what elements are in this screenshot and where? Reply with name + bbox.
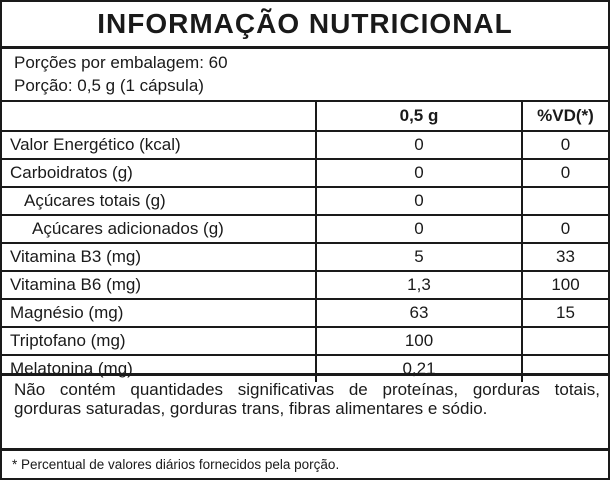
nutrition-table: 0,5 g %VD(*) Valor Energético (kcal) 0 0… bbox=[2, 102, 608, 382]
portion-divider bbox=[2, 100, 608, 102]
nutrient-name: Vitamina B6 (mg) bbox=[2, 270, 316, 299]
not-significant-note: Não contém quantidades significativas de… bbox=[14, 380, 600, 418]
nutrient-amount: 0,21 bbox=[315, 354, 522, 382]
footnote-divider bbox=[2, 448, 608, 451]
nutrient-daily-value bbox=[521, 354, 608, 382]
serving-size: Porção: 0,5 g (1 cápsula) bbox=[14, 76, 204, 95]
nutrient-amount: 0 bbox=[315, 186, 522, 215]
nutrient-daily-value: 0 bbox=[521, 214, 608, 243]
servings-per-package: Porções por embalagem: 60 bbox=[14, 53, 228, 72]
nutrient-amount: 63 bbox=[315, 298, 522, 327]
nutrient-name: Vitamina B3 (mg) bbox=[2, 242, 316, 271]
nutrient-name: Açúcares totais (g) bbox=[2, 186, 316, 215]
nutrient-name: Valor Energético (kcal) bbox=[2, 130, 316, 159]
table-row: Magnésio (mg) 63 15 bbox=[2, 298, 608, 327]
nutrient-amount: 0 bbox=[315, 130, 522, 159]
panel-title: INFORMAÇÃO NUTRICIONAL bbox=[97, 8, 513, 39]
nutrient-daily-value: 33 bbox=[521, 242, 608, 271]
table-row: Açúcares adicionados (g) 0 0 bbox=[2, 214, 608, 243]
nutrient-amount: 0 bbox=[315, 158, 522, 187]
table-row: Triptofano (mg) 100 bbox=[2, 326, 608, 355]
nutrient-name: Açúcares adicionados (g) bbox=[2, 214, 316, 243]
nutrient-amount: 100 bbox=[315, 326, 522, 355]
table-row: Melatonina (mg) 0,21 bbox=[2, 354, 608, 382]
nutrient-daily-value bbox=[521, 326, 608, 355]
header-amount: 0,5 g bbox=[315, 102, 522, 131]
header-daily-value: %VD(*) bbox=[521, 102, 608, 131]
table-row: Vitamina B3 (mg) 5 33 bbox=[2, 242, 608, 271]
nutrient-amount: 1,3 bbox=[315, 270, 522, 299]
nutrient-amount: 0 bbox=[315, 214, 522, 243]
nutrient-name: Triptofano (mg) bbox=[2, 326, 316, 355]
table-bottom-divider bbox=[2, 373, 608, 376]
table-row: Açúcares totais (g) 0 bbox=[2, 186, 608, 215]
table-row: Valor Energético (kcal) 0 0 bbox=[2, 130, 608, 159]
nutrient-daily-value bbox=[521, 186, 608, 215]
nutrient-daily-value: 0 bbox=[521, 158, 608, 187]
nutrient-daily-value: 15 bbox=[521, 298, 608, 327]
nutrient-name: Magnésio (mg) bbox=[2, 298, 316, 327]
nutrient-amount: 5 bbox=[315, 242, 522, 271]
table-row: Carboidratos (g) 0 0 bbox=[2, 158, 608, 187]
table-header-row: 0,5 g %VD(*) bbox=[2, 102, 608, 131]
nutrient-daily-value: 0 bbox=[521, 130, 608, 159]
nutrient-name: Melatonina (mg) bbox=[2, 354, 316, 382]
nutrient-daily-value: 100 bbox=[521, 270, 608, 299]
table-row: Vitamina B6 (mg) 1,3 100 bbox=[2, 270, 608, 299]
footnote: * Percentual de valores diários fornecid… bbox=[12, 457, 340, 472]
title-divider bbox=[2, 46, 608, 49]
nutrient-name: Carboidratos (g) bbox=[2, 158, 316, 187]
header-nutrient bbox=[2, 102, 316, 131]
